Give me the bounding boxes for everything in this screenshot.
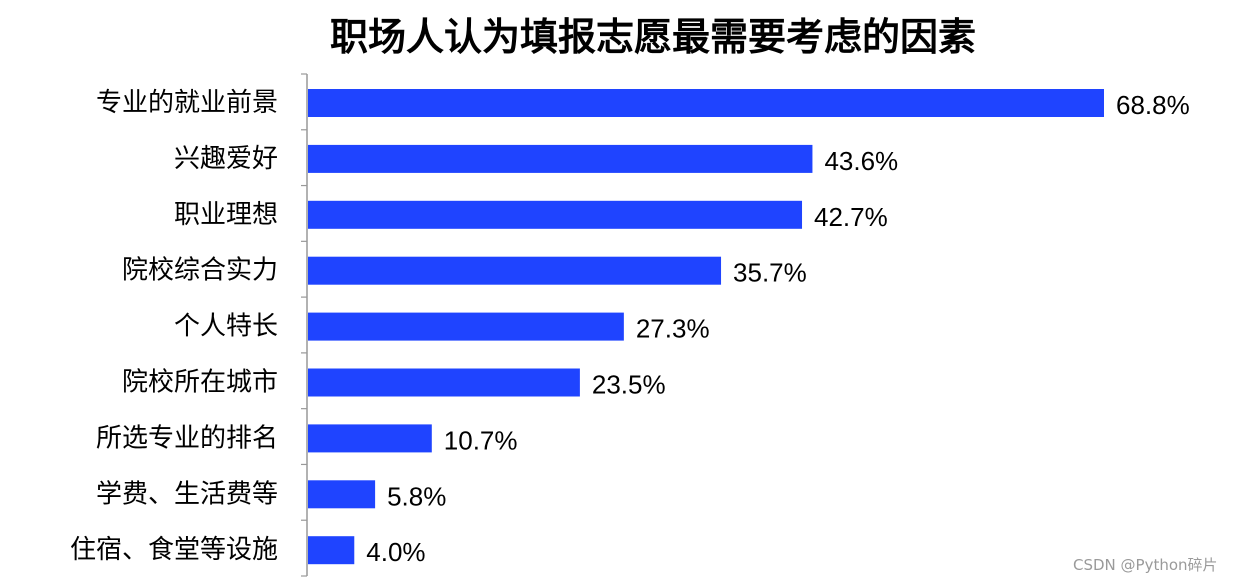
value-label: 23.5% [592,370,666,400]
bar [308,480,376,509]
category-label: 住宿、食堂等设施 [70,535,278,565]
value-label: 42.7% [814,202,888,232]
value-label: 10.7% [444,425,518,455]
chart-title: 职场人认为填报志愿最需要考虑的因素 [329,15,976,59]
bar [308,368,580,397]
bar [308,200,803,229]
category-label: 个人特长 [174,312,278,342]
value-label: 5.8% [387,481,446,511]
category-label: 所选专业的排名 [96,423,278,453]
category-label: 兴趣爱好 [174,144,278,174]
value-label: 68.8% [1116,90,1190,120]
watermark: CSDN @Python碎片 [1073,556,1218,574]
category-label: 院校综合实力 [122,256,278,286]
bar [308,536,355,565]
category-labels: 专业的就业前景兴趣爱好职业理想院校综合实力个人特长院校所在城市所选专业的排名学费… [70,88,278,565]
category-label: 职业理想 [174,200,278,230]
bar [308,424,432,453]
category-label: 专业的就业前景 [96,88,278,118]
bar [308,89,1104,117]
value-label: 27.3% [636,314,710,344]
value-label: 4.0% [366,537,425,567]
category-label: 学费、生活费等 [96,479,278,509]
bar [308,312,624,341]
value-label: 43.6% [824,146,898,176]
value-labels: 68.8% 43.6% 42.7%35.7% 27.3% 23.5% 10.7% 5.8% 4… [366,90,1189,567]
bar [308,256,722,285]
bar [308,144,813,173]
category-label: 院校所在城市 [122,368,278,398]
axis-layer [301,73,308,577]
bars-layer [308,89,1104,565]
value-label: 35.7% [733,258,807,288]
